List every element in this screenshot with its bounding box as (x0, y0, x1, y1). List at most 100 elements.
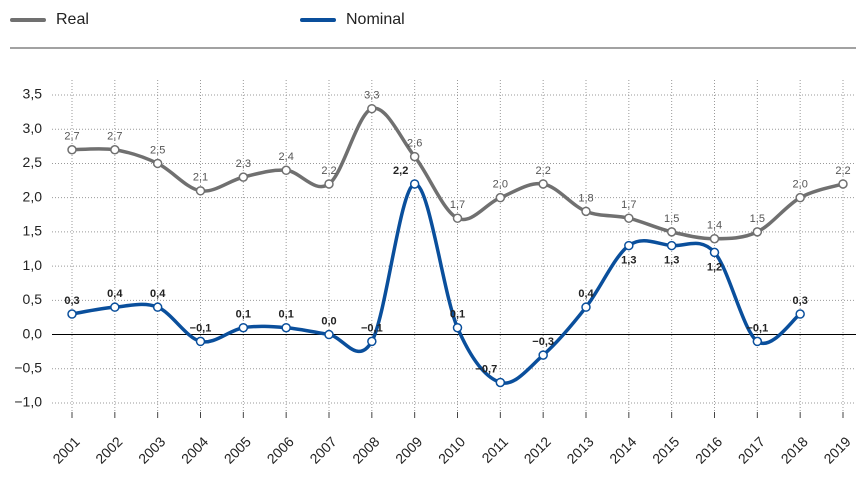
y-tick-label: 2,5 (23, 154, 43, 170)
data-point (409, 179, 420, 189)
x-tick-label: 2014 (606, 433, 639, 466)
data-label: 2,0 (493, 179, 508, 191)
data-label: 1,2 (707, 261, 722, 273)
data-point (195, 186, 206, 196)
data-label: 0,3 (64, 295, 79, 307)
data-point (495, 377, 506, 388)
data-label: 2,5 (150, 144, 165, 156)
x-tick-label: 2015 (649, 433, 682, 466)
x-tick-label: 2001 (49, 433, 82, 466)
data-point (666, 227, 677, 237)
data-point (624, 240, 634, 251)
x-tick-label: 2016 (692, 433, 725, 466)
data-point (709, 247, 720, 258)
data-label: 2,6 (407, 138, 422, 150)
data-label: 2,2 (536, 165, 551, 177)
data-label: 2,2 (321, 165, 336, 177)
data-label: −0,1 (361, 322, 383, 334)
data-point (409, 151, 420, 162)
data-point (581, 302, 591, 312)
y-tick-label: 0,5 (23, 291, 43, 307)
data-point (838, 179, 848, 189)
x-tick-label: 2002 (92, 433, 125, 466)
data-label: 0,1 (450, 309, 465, 321)
data-point (367, 336, 377, 347)
data-point (624, 213, 634, 223)
data-point (666, 240, 677, 251)
x-tick-label: 2018 (778, 433, 811, 466)
y-tick-label: −1,0 (14, 394, 42, 410)
data-point (538, 350, 548, 360)
data-point (67, 309, 77, 319)
x-tick-label: 2007 (306, 433, 339, 466)
data-point (581, 206, 591, 217)
data-label: 1,4 (707, 220, 722, 232)
data-point (324, 329, 334, 340)
data-point (281, 165, 291, 176)
data-point (110, 302, 120, 312)
data-label: 2,7 (64, 131, 79, 143)
data-label: 0,1 (279, 309, 294, 321)
x-tick-label: 2009 (392, 433, 425, 466)
data-point (67, 145, 77, 155)
data-label: 1,5 (750, 213, 765, 225)
data-label: 1,7 (450, 199, 465, 211)
data-point (238, 172, 249, 182)
data-point (152, 158, 163, 169)
data-label: 0,0 (321, 315, 336, 327)
y-tick-label: 2,0 (23, 188, 43, 204)
data-point (752, 227, 763, 237)
x-tick-label: 2013 (563, 433, 596, 466)
data-label: 2,7 (107, 131, 122, 143)
data-point (367, 103, 377, 114)
data-point (538, 179, 548, 189)
data-point (452, 213, 463, 223)
data-label: 0,4 (150, 288, 166, 300)
x-tick-label: 2019 (820, 433, 853, 466)
data-label: 2,2 (393, 165, 408, 177)
data-label: −0,7 (475, 363, 497, 375)
data-label: 2,1 (193, 172, 208, 184)
y-tick-label: 1,0 (23, 257, 43, 273)
data-point (795, 309, 805, 319)
x-tick-label: 2008 (349, 433, 382, 466)
y-tick-label: 3,5 (23, 86, 43, 102)
data-point (452, 322, 463, 333)
y-tick-label: 1,5 (23, 223, 43, 239)
data-label: 3,3 (364, 90, 379, 102)
data-label: 0,4 (578, 288, 594, 300)
x-tick-label: 2004 (178, 433, 211, 466)
data-label: 1,3 (664, 254, 679, 266)
data-point (110, 145, 120, 155)
legend-label: Nominal (346, 11, 405, 28)
data-point (752, 336, 763, 347)
data-label: 1,3 (621, 254, 636, 266)
x-tick-label: 2011 (478, 433, 511, 466)
data-label: 1,5 (664, 213, 679, 225)
data-point (709, 233, 720, 244)
data-point (195, 336, 206, 347)
data-point (281, 322, 291, 333)
data-point (495, 192, 506, 203)
data-label: 2,3 (236, 158, 251, 170)
y-tick-label: 3,0 (23, 120, 43, 136)
data-label: 0,4 (107, 288, 123, 300)
data-label: 2,0 (793, 179, 808, 191)
series-line (71, 182, 802, 385)
x-tick-label: 2012 (521, 433, 554, 466)
data-point (152, 302, 163, 312)
data-label: 2,2 (835, 165, 850, 177)
data-label: −0,1 (746, 322, 768, 334)
x-tick-label: 2010 (435, 433, 468, 466)
y-tick-label: 0,0 (23, 325, 43, 341)
x-tick-label: 2017 (735, 433, 768, 466)
data-label: 0,3 (793, 295, 808, 307)
data-point (238, 322, 249, 333)
data-point (324, 179, 334, 189)
data-point (795, 192, 805, 203)
legend-label: Real (56, 11, 89, 28)
x-tick-label: 2003 (135, 433, 168, 466)
data-label: −0,3 (532, 336, 554, 348)
y-tick-label: −0,5 (14, 359, 42, 375)
